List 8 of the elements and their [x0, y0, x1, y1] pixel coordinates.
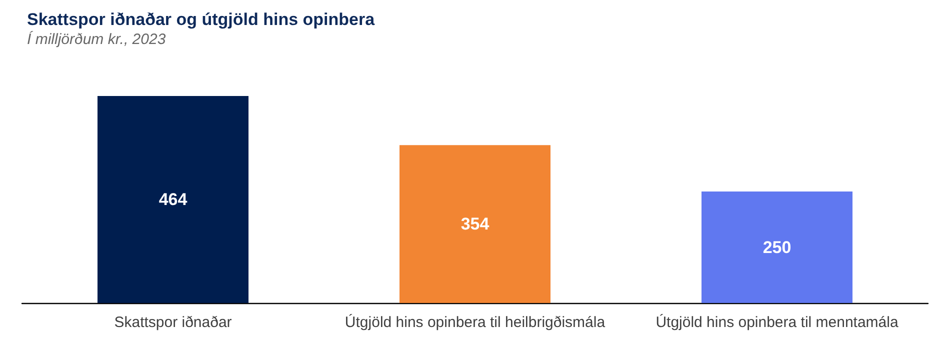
data-label: 354: [460, 214, 490, 234]
x-tick-label: Skattspor iðnaðar: [114, 314, 232, 331]
data-label: 250: [762, 238, 792, 257]
x-tick-label: Útgjöld hins opinbera til heilbrigðismála: [344, 313, 606, 331]
data-label: 464: [158, 190, 188, 210]
chart-title: Skattspor iðnaðar og útgjöld hins opinbera: [27, 10, 376, 29]
chart-subtitle: Í milljörðum kr., 2023: [27, 30, 166, 48]
x-tick-label: Útgjöld hins opinbera til menntamála: [656, 313, 899, 331]
